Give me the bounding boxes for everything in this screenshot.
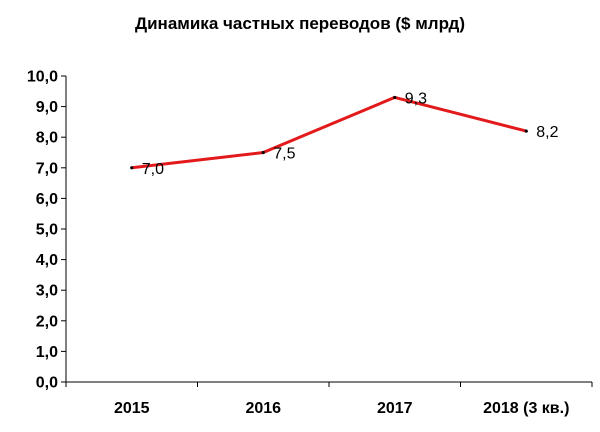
y-tick-label: 10,0 bbox=[27, 69, 58, 86]
x-tick-label: 2016 bbox=[245, 400, 281, 417]
data-label: 9,3 bbox=[405, 90, 427, 107]
y-tick-label: 7,0 bbox=[36, 160, 58, 177]
x-tick-label: 2017 bbox=[377, 400, 413, 417]
y-tick-label: 9,0 bbox=[36, 99, 58, 116]
y-tick-label: 2,0 bbox=[36, 313, 58, 330]
y-axis-ticks: 0,0 1,0 2,0 3,0 4,0 5,0 6,0 7,0 8,0 9,0 10,0 bbox=[27, 69, 66, 392]
y-tick-label: 1,0 bbox=[36, 344, 58, 361]
y-tick-label: 6,0 bbox=[36, 191, 58, 208]
y-tick-label: 5,0 bbox=[36, 222, 58, 239]
data-point bbox=[524, 129, 528, 133]
axes bbox=[65, 76, 592, 383]
series-group bbox=[130, 95, 528, 170]
x-tick-label: 2018 (3 кв.) bbox=[483, 400, 569, 417]
data-point bbox=[393, 95, 397, 100]
data-label: 7,0 bbox=[142, 161, 164, 178]
y-tick-label: 0,0 bbox=[36, 375, 58, 392]
data-labels: 7,0 7,5 9,3 8,2 bbox=[142, 90, 559, 177]
data-point bbox=[261, 150, 265, 155]
data-point bbox=[130, 166, 134, 170]
y-tick-label: 3,0 bbox=[36, 283, 58, 300]
x-axis-ticks: 2015 2016 2017 2018 (3 кв.) bbox=[65, 382, 593, 417]
y-tick-label: 4,0 bbox=[36, 252, 58, 269]
chart-title: Динамика частных переводов ($ млрд) bbox=[135, 14, 465, 33]
series-line bbox=[131, 95, 527, 170]
data-label: 7,5 bbox=[273, 146, 295, 163]
y-tick-label: 8,0 bbox=[36, 130, 58, 147]
data-label: 8,2 bbox=[536, 124, 558, 141]
x-tick-label: 2015 bbox=[114, 400, 150, 417]
